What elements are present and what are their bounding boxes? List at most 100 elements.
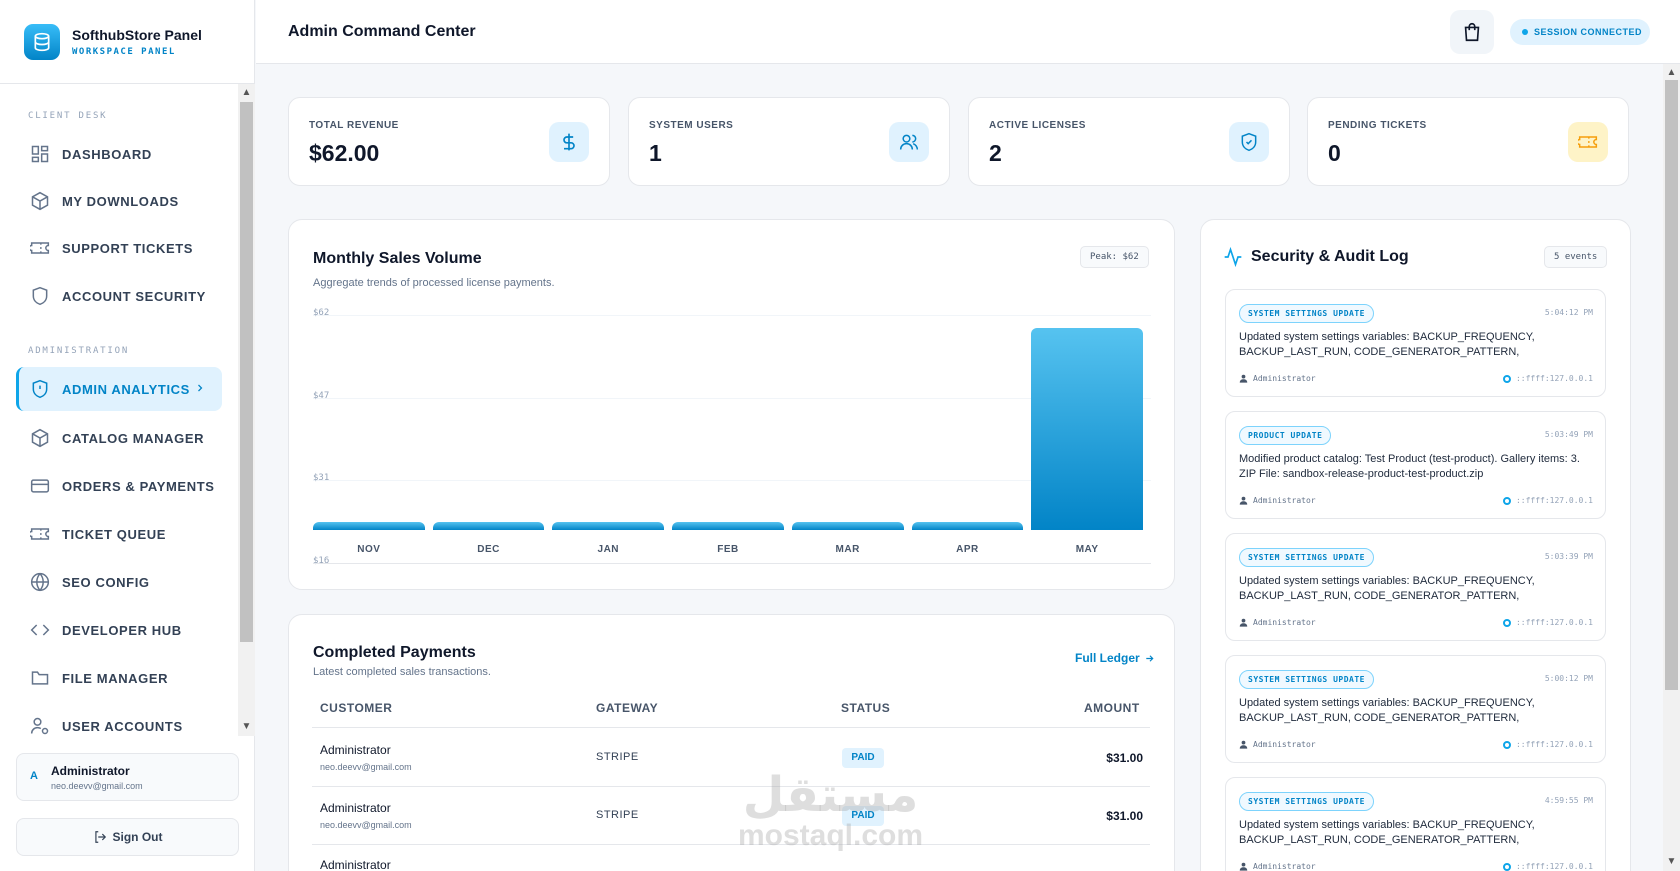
sign-out-label: Sign Out (112, 830, 163, 844)
log-out-icon (93, 830, 107, 844)
globe-icon (1502, 862, 1511, 871)
sidebar-item-label: DASHBOARD (62, 146, 152, 162)
log-user: Administrator (1239, 618, 1316, 627)
log-tag: SYSTEM SETTINGS UPDATE (1239, 548, 1374, 567)
bar-nov[interactable] (313, 522, 425, 530)
log-tag: SYSTEM SETTINGS UPDATE (1239, 792, 1374, 811)
ticket-icon (28, 236, 52, 260)
sidebar-item-orders-payments[interactable]: ORDERS & PAYMENTS (16, 464, 222, 508)
stat-card-active-licenses: ACTIVE LICENSES 2 (968, 97, 1290, 186)
events-count-badge: 5 events (1544, 246, 1608, 268)
sign-out-button[interactable]: Sign Out (16, 818, 239, 856)
folder-icon (28, 666, 52, 690)
log-user-name: Administrator (1253, 496, 1316, 505)
sidebar-item-catalog-manager[interactable]: CATALOG MANAGER (16, 416, 222, 460)
bar-apr[interactable] (911, 522, 1024, 530)
full-ledger-link[interactable]: Full Ledger (1075, 651, 1155, 665)
amount: $31.00 (1106, 751, 1143, 765)
section-administration: ADMINISTRATION (28, 346, 130, 356)
bar-feb[interactable] (672, 522, 784, 530)
log-time: 5:03:49 PM (1544, 430, 1593, 439)
log-description: Updated system settings variables: BACKU… (1239, 819, 1535, 846)
sidebar-item-admin-analytics[interactable]: ADMIN ANALYTICS (16, 367, 222, 411)
arrow-right-icon (1144, 653, 1155, 664)
audit-log-entry[interactable]: SYSTEM SETTINGS UPDATE 5:03:39 PM Updated … (1225, 533, 1606, 641)
sidebar-item-developer-hub[interactable]: DEVELOPER HUB (16, 608, 222, 652)
sidebar-item-support-tickets[interactable]: SUPPORT TICKETS (16, 226, 222, 270)
bar-mar[interactable] (791, 522, 904, 530)
main-scroll-down-icon[interactable]: ▼ (1666, 856, 1677, 867)
x-tick-label: MAR (835, 544, 860, 555)
audit-header: Security & Audit Log (1223, 247, 1409, 267)
session-status-badge: SESSION CONNECTED (1510, 19, 1650, 45)
sidebar-item-seo-config[interactable]: SEO CONFIG (16, 560, 222, 604)
globe-icon (1502, 740, 1511, 749)
log-ip: ::ffff:127.0.0.1 (1502, 618, 1593, 627)
gateway: STRIPE (596, 751, 639, 763)
sidebar-item-account-security[interactable]: ACCOUNT SECURITY (16, 274, 222, 318)
x-tick-label: APR (956, 544, 979, 555)
sidebar-item-dashboard[interactable]: DASHBOARD (16, 132, 222, 176)
scroll-down-icon[interactable]: ▼ (241, 721, 252, 732)
peak-badge: Peak: $62 (1080, 246, 1149, 268)
shield-check-icon (1229, 122, 1269, 162)
bar-may[interactable] (1031, 328, 1143, 530)
log-description: Modified product catalog: Test Product (… (1239, 453, 1580, 480)
log-user-name: Administrator (1253, 618, 1316, 627)
sidebar-scroll-thumb[interactable] (240, 102, 253, 642)
credit-card-icon (28, 474, 52, 498)
y-tick-label: $47 (313, 391, 330, 401)
watermark: مستقل mostaql.com (738, 770, 923, 852)
log-tag: SYSTEM SETTINGS UPDATE (1239, 670, 1374, 689)
user-profile-card[interactable]: A Administrator neo.deevv@gmail.com (16, 753, 239, 801)
brand[interactable]: SofthubStore Panel WORKSPACE PANEL (0, 0, 254, 84)
scroll-up-icon[interactable]: ▲ (241, 87, 252, 98)
x-tick-label: DEC (477, 544, 500, 555)
user-icon (1239, 496, 1248, 505)
bar-jan[interactable] (552, 522, 665, 530)
status-badge: PAID (842, 806, 884, 826)
col-gateway: GATEWAY (596, 701, 659, 715)
audit-log-entry[interactable]: SYSTEM SETTINGS UPDATE 4:59:55 PM Updated … (1225, 777, 1606, 871)
gateway: STRIPE (596, 809, 639, 821)
payments-card: Completed Payments Latest completed sale… (288, 614, 1175, 871)
sidebar-item-ticket-queue[interactable]: TICKET QUEUE (16, 512, 222, 556)
shopping-bag-icon (1461, 21, 1483, 43)
stat-value: $62.00 (309, 140, 380, 166)
amount: $31.00 (1106, 809, 1143, 823)
ticket-icon (28, 522, 52, 546)
audit-log-entry[interactable]: PRODUCT UPDATE 5:03:49 PM Modified product… (1225, 411, 1606, 519)
sidebar-item-label: ORDERS & PAYMENTS (62, 478, 215, 494)
sidebar-item-file-manager[interactable]: FILE MANAGER (16, 656, 222, 700)
page-title: Admin Command Center (288, 23, 476, 40)
code-icon (28, 618, 52, 642)
main-scroll-thumb[interactable] (1665, 80, 1678, 690)
session-status-label: SESSION CONNECTED (1534, 27, 1643, 37)
bar-dec[interactable] (432, 522, 545, 530)
globe-icon (1502, 496, 1511, 505)
log-tag: SYSTEM SETTINGS UPDATE (1239, 304, 1374, 323)
log-ip: ::ffff:127.0.0.1 (1502, 374, 1593, 383)
main-scroll-up-icon[interactable]: ▲ (1666, 67, 1677, 78)
cart-button[interactable] (1450, 10, 1494, 54)
audit-log-entry[interactable]: SYSTEM SETTINGS UPDATE 5:04:12 PM Updated … (1225, 289, 1606, 397)
log-user: Administrator (1239, 740, 1316, 749)
customer-name: Administrator (320, 858, 391, 871)
sales-chart-title: Monthly Sales Volume (313, 250, 482, 267)
stat-card-pending-tickets: PENDING TICKETS 0 (1307, 97, 1629, 186)
audit-log-entry[interactable]: SYSTEM SETTINGS UPDATE 5:00:12 PM Updated … (1225, 655, 1606, 763)
sidebar-item-label: MY DOWNLOADS (62, 193, 179, 209)
stat-card-total-revenue: TOTAL REVENUE $62.00 (288, 97, 610, 186)
log-user-name: Administrator (1253, 740, 1316, 749)
user-icon (1239, 862, 1248, 871)
audit-title: Security & Audit Log (1251, 248, 1409, 265)
log-ip: ::ffff:127.0.0.1 (1502, 862, 1593, 871)
watermark-latin: mostaql.com (738, 819, 924, 852)
sidebar-nav: CLIENT DESK DASHBOARD MY DOWNLOADS SUPPO… (0, 84, 238, 736)
sidebar-item-my-downloads[interactable]: MY DOWNLOADS (16, 179, 222, 223)
sidebar-item-user-accounts[interactable]: USER ACCOUNTS (16, 704, 222, 736)
sidebar-item-label: ACCOUNT SECURITY (62, 288, 206, 304)
stat-label: SYSTEM USERS (649, 120, 734, 131)
log-time: 5:03:39 PM (1544, 552, 1593, 561)
log-ip-address: ::ffff:127.0.0.1 (1515, 496, 1593, 505)
